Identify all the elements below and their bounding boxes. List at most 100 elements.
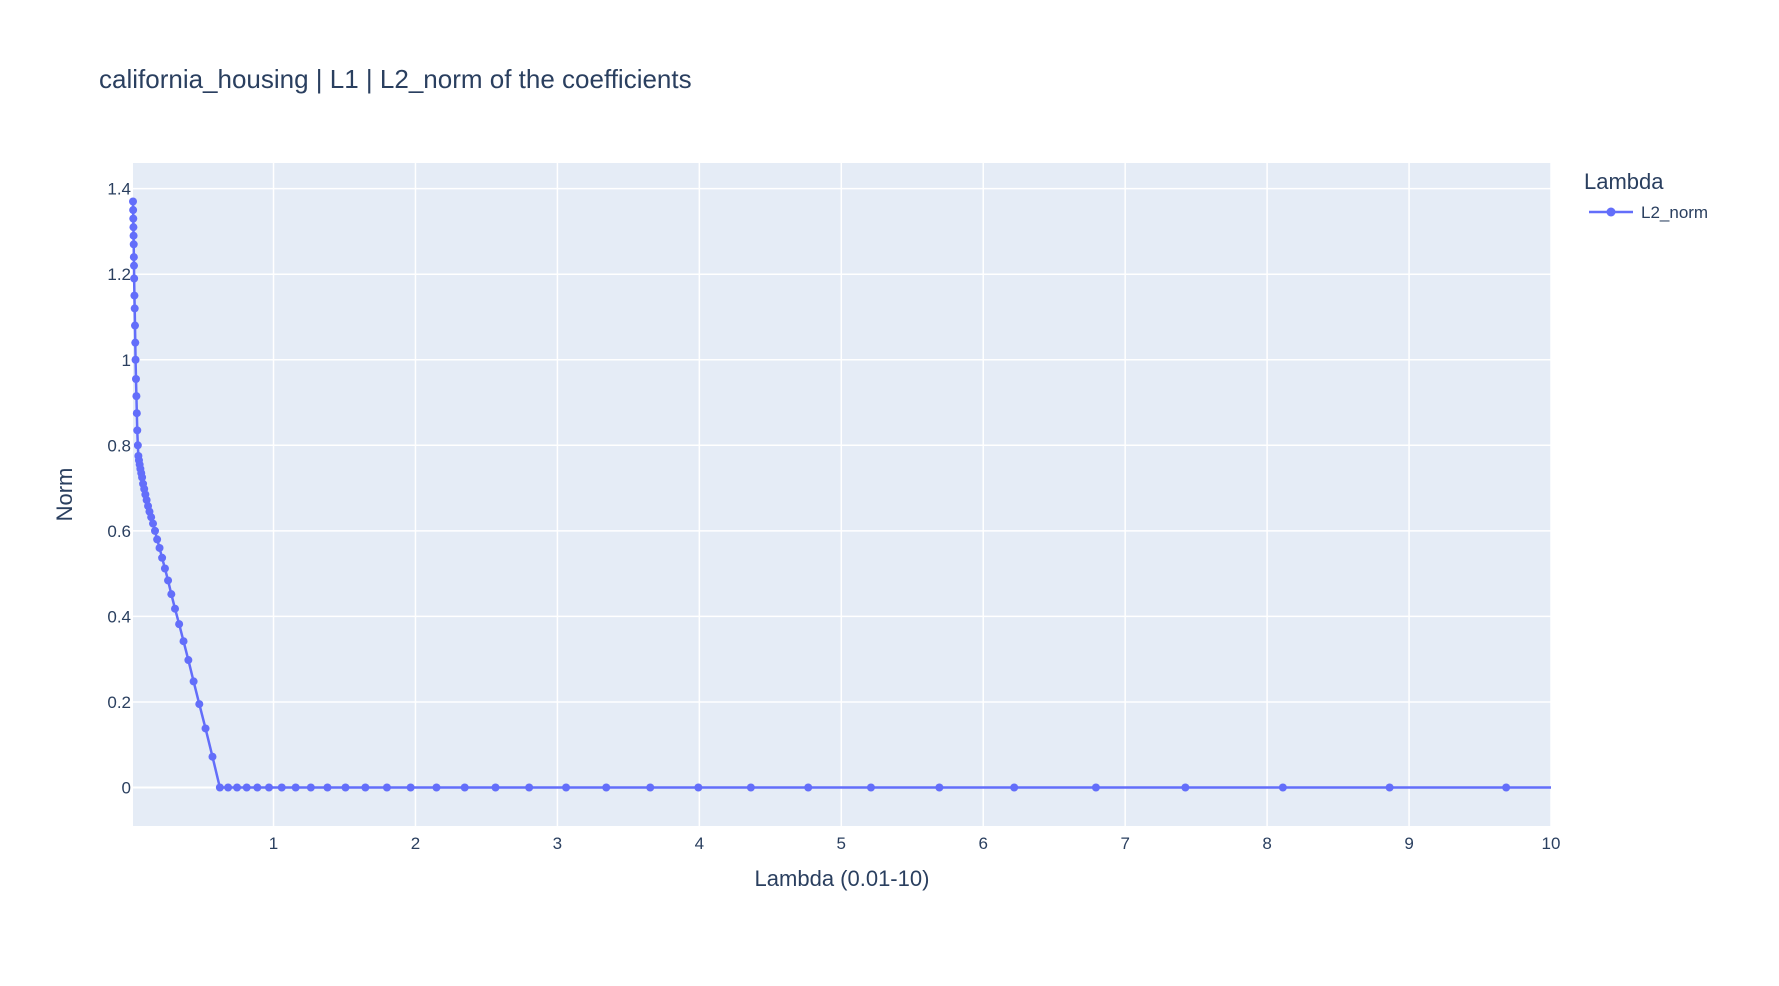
legend[interactable]: Lambda L2_norm xyxy=(1584,169,1708,222)
data-point[interactable] xyxy=(142,496,151,505)
series-layer xyxy=(129,197,1551,792)
data-point[interactable] xyxy=(130,304,139,313)
data-point[interactable] xyxy=(1181,783,1190,792)
data-point[interactable] xyxy=(804,783,813,792)
y-axis-title: Norm xyxy=(52,468,77,522)
legend-items[interactable]: L2_norm xyxy=(1589,203,1708,222)
data-point[interactable] xyxy=(224,783,233,792)
data-point[interactable] xyxy=(361,783,370,792)
data-point[interactable] xyxy=(306,783,315,792)
data-point[interactable] xyxy=(132,392,141,401)
y-tick-label: 1.4 xyxy=(107,180,131,199)
data-point[interactable] xyxy=(432,783,441,792)
data-point[interactable] xyxy=(277,783,286,792)
legend-label: L2_norm xyxy=(1641,203,1708,222)
y-tick-label: 0.4 xyxy=(107,607,131,626)
data-point[interactable] xyxy=(253,783,262,792)
data-point[interactable] xyxy=(602,783,611,792)
legend-item-L2_norm[interactable]: L2_norm xyxy=(1589,203,1708,222)
data-point[interactable] xyxy=(866,783,875,792)
y-tick-label: 0.2 xyxy=(107,693,131,712)
x-tick-label: 10 xyxy=(1542,834,1561,853)
y-tick-label: 0.6 xyxy=(107,522,131,541)
data-point[interactable] xyxy=(382,783,391,792)
data-point[interactable] xyxy=(130,274,139,283)
data-point[interactable] xyxy=(129,206,138,215)
data-point[interactable] xyxy=(130,291,139,300)
legend-marker xyxy=(1606,207,1616,217)
data-point[interactable] xyxy=(646,783,655,792)
data-point[interactable] xyxy=(323,783,332,792)
data-point[interactable] xyxy=(129,223,138,232)
data-point[interactable] xyxy=(460,783,469,792)
data-point[interactable] xyxy=(233,783,242,792)
data-point[interactable] xyxy=(131,338,140,347)
data-point[interactable] xyxy=(151,526,159,535)
data-point[interactable] xyxy=(491,783,500,792)
data-point[interactable] xyxy=(1385,783,1394,792)
data-point[interactable] xyxy=(160,564,169,573)
x-tick-label: 2 xyxy=(411,834,420,853)
x-axis-tick-labels: 1 2 3 4 5 6 7 8 9 10 xyxy=(269,834,1561,853)
data-point[interactable] xyxy=(215,783,224,792)
data-point[interactable] xyxy=(195,700,204,709)
data-point[interactable] xyxy=(189,677,198,686)
data-point[interactable] xyxy=(164,576,173,585)
data-point[interactable] xyxy=(133,441,142,450)
data-point[interactable] xyxy=(746,783,755,792)
data-point[interactable] xyxy=(129,261,138,270)
data-point[interactable] xyxy=(155,543,164,552)
x-tick-label: 1 xyxy=(269,834,278,853)
data-point[interactable] xyxy=(1091,783,1100,792)
data-point[interactable] xyxy=(130,321,139,330)
data-point[interactable] xyxy=(242,783,251,792)
data-point[interactable] xyxy=(1278,783,1287,792)
data-point[interactable] xyxy=(291,783,300,792)
x-tick-label: 8 xyxy=(1262,834,1271,853)
data-point[interactable] xyxy=(171,604,180,613)
data-point[interactable] xyxy=(935,783,944,792)
data-point[interactable] xyxy=(131,375,140,384)
y-tick-label: 0 xyxy=(122,779,131,798)
x-tick-label: 7 xyxy=(1120,834,1129,853)
data-point[interactable] xyxy=(133,426,142,435)
x-axis-title: Lambda (0.01-10) xyxy=(755,866,930,891)
data-point[interactable] xyxy=(201,724,210,733)
legend-title: Lambda xyxy=(1584,169,1664,194)
data-point[interactable] xyxy=(129,214,138,223)
x-tick-label: 3 xyxy=(553,834,562,853)
data-point[interactable] xyxy=(131,355,140,364)
data-point[interactable] xyxy=(179,637,188,646)
chart-title: california_housing | L1 | L2_norm of the… xyxy=(99,64,692,94)
data-point[interactable] xyxy=(341,783,350,792)
data-point[interactable] xyxy=(132,409,141,418)
data-point[interactable] xyxy=(1010,783,1019,792)
data-point[interactable] xyxy=(694,783,703,792)
data-point[interactable] xyxy=(129,197,137,206)
x-tick-label: 5 xyxy=(837,834,846,853)
data-point[interactable] xyxy=(525,783,534,792)
data-point[interactable] xyxy=(208,752,217,761)
data-point[interactable] xyxy=(167,590,176,599)
y-tick-label: 0.8 xyxy=(107,436,131,455)
data-point[interactable] xyxy=(149,519,158,528)
data-point[interactable] xyxy=(562,783,571,792)
y-tick-label: 1.2 xyxy=(107,265,131,284)
data-point[interactable] xyxy=(138,473,147,482)
data-point[interactable] xyxy=(129,231,138,240)
y-tick-label: 1 xyxy=(122,351,131,370)
data-point[interactable] xyxy=(129,253,138,262)
data-point[interactable] xyxy=(147,513,156,522)
data-point[interactable] xyxy=(158,553,167,562)
data-point[interactable] xyxy=(264,783,273,792)
data-point[interactable] xyxy=(153,535,162,544)
data-point[interactable] xyxy=(406,783,415,792)
x-tick-label: 9 xyxy=(1404,834,1413,853)
data-point[interactable] xyxy=(129,240,138,249)
data-point[interactable] xyxy=(1502,783,1511,792)
data-point[interactable] xyxy=(184,656,193,665)
x-tick-label: 6 xyxy=(978,834,987,853)
data-point[interactable] xyxy=(175,620,184,629)
